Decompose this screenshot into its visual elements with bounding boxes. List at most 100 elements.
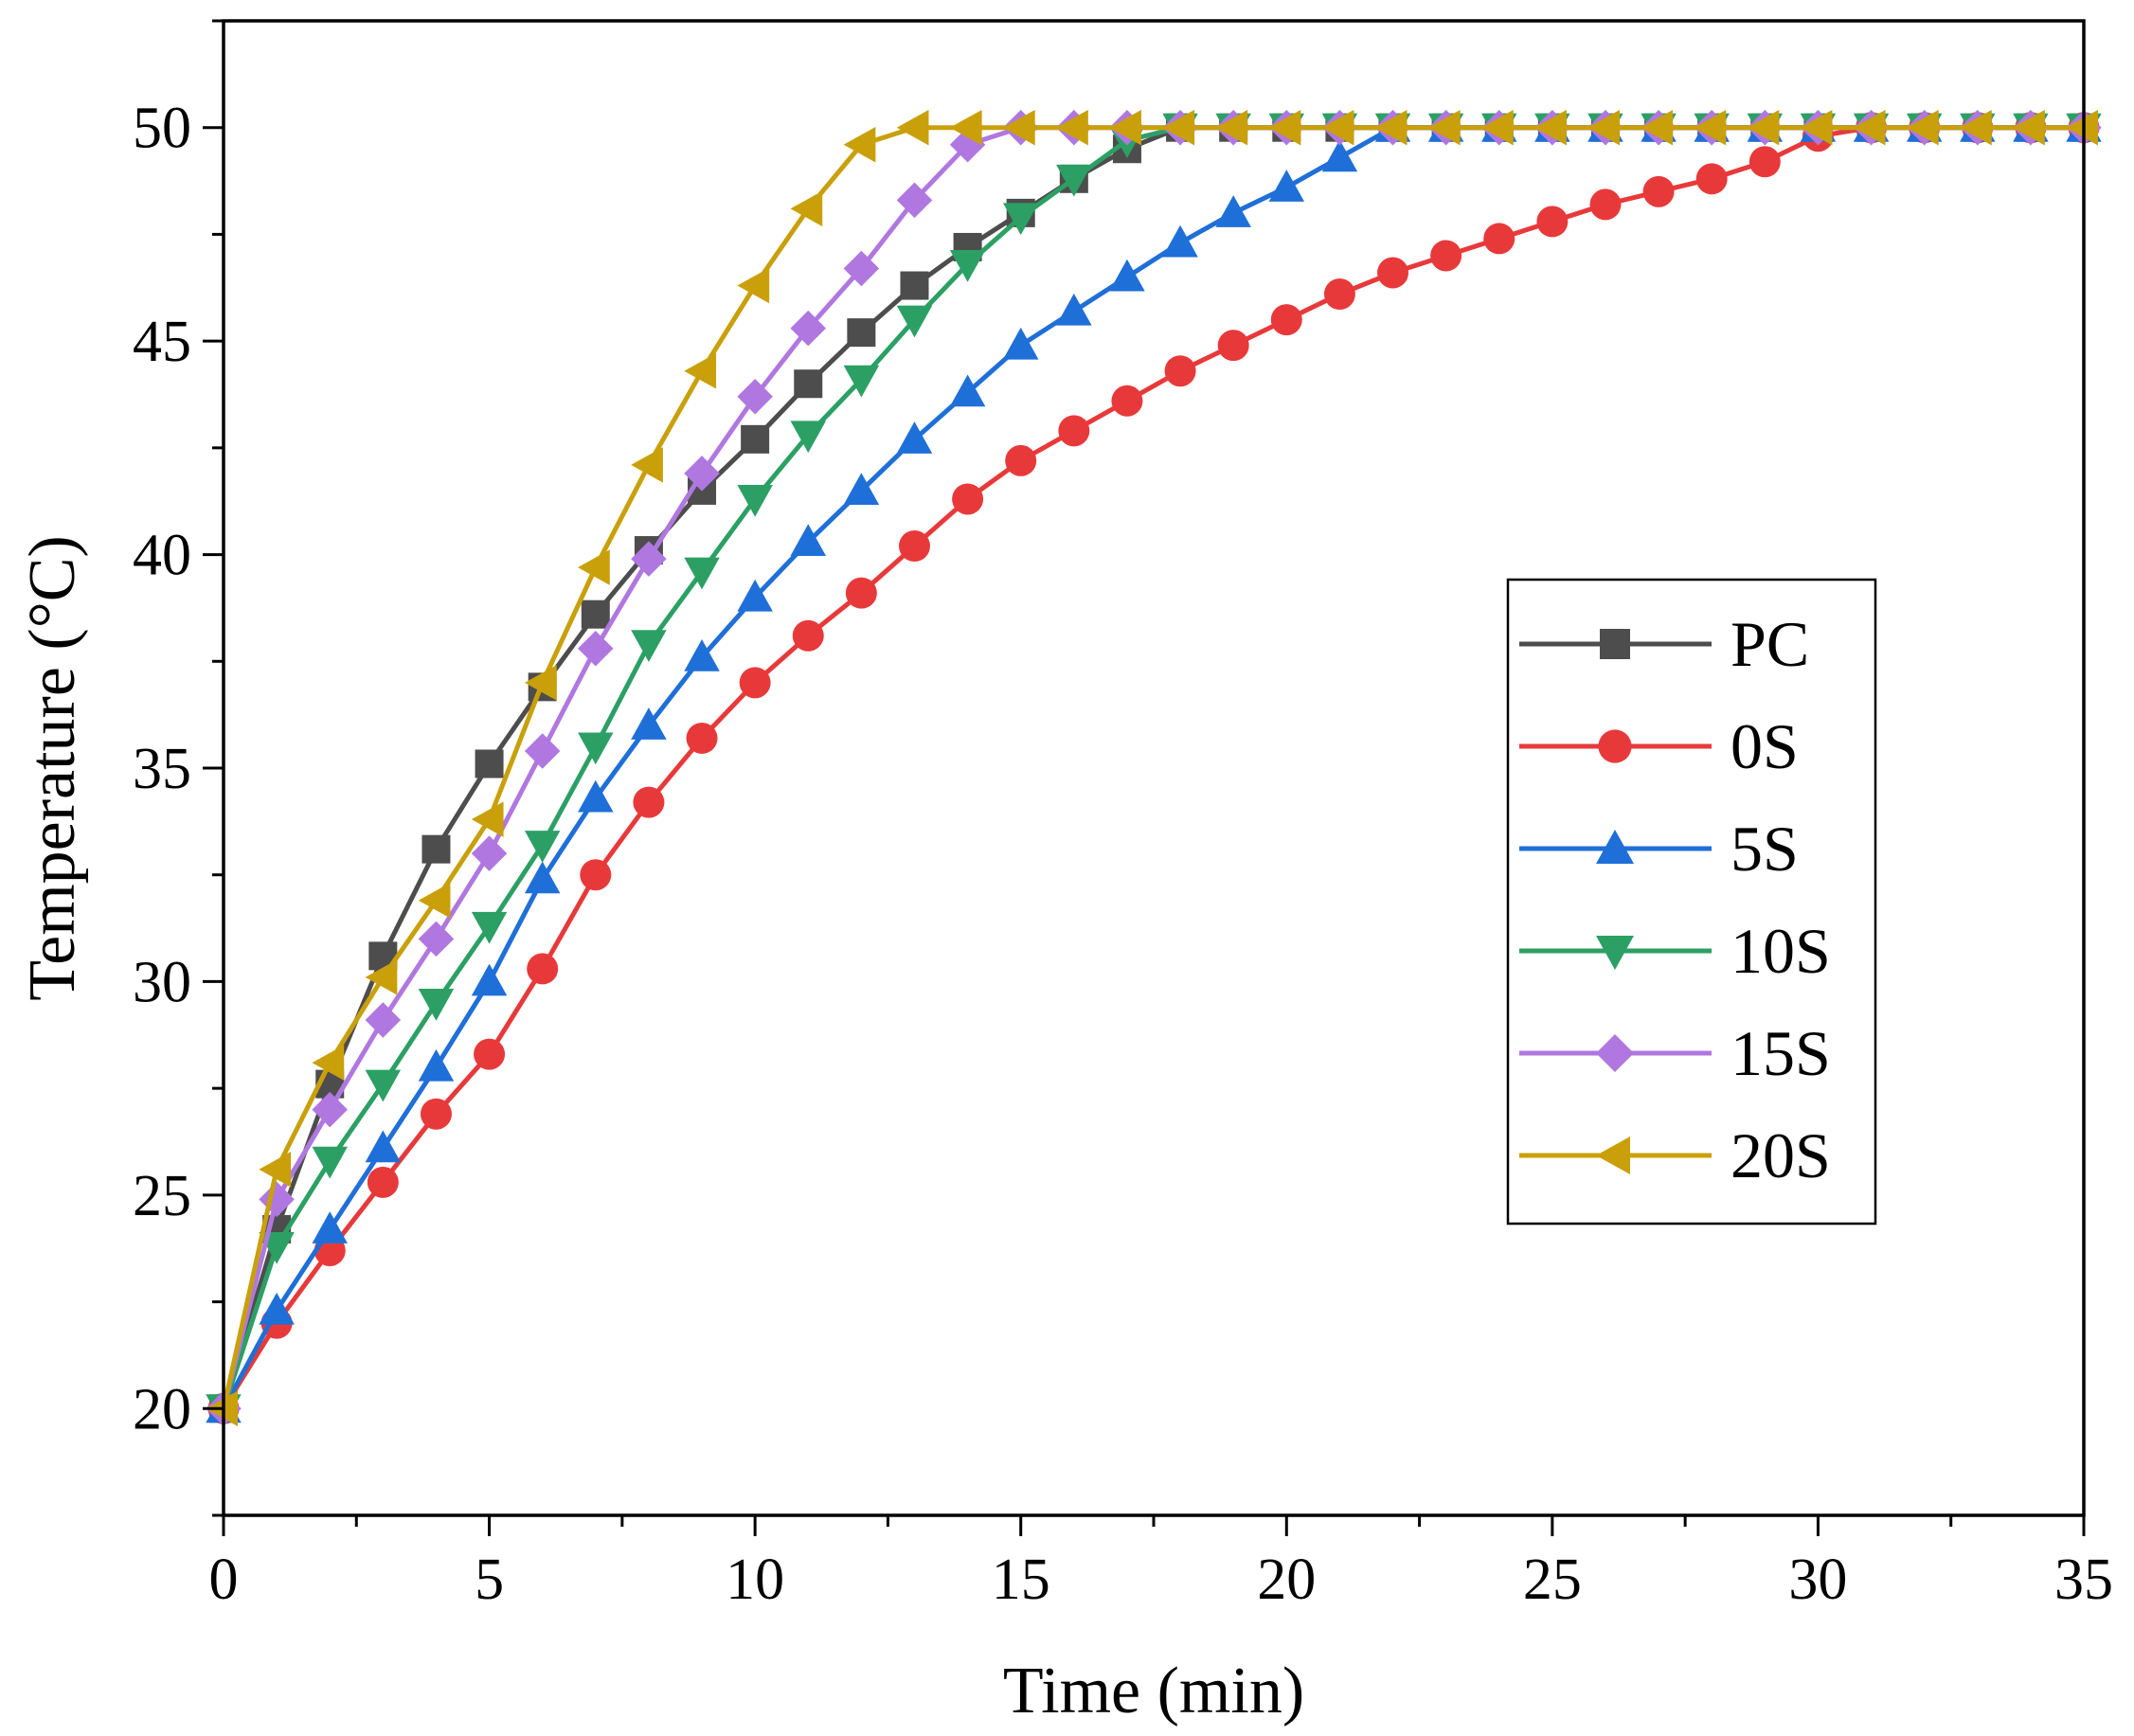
data-point-20S-6 [524, 665, 557, 701]
data-point-5S-18 [1162, 224, 1198, 258]
data-point-5S-15 [1002, 327, 1039, 360]
data-point-0S-27 [1642, 175, 1675, 207]
data-point-10S-14 [949, 249, 986, 282]
data-point-5S-21 [1321, 139, 1358, 172]
data-point-20S-1 [259, 1152, 292, 1188]
data-point-5S-8 [631, 707, 667, 740]
legend: PC 0S 5S 10S 15S 20S [1506, 578, 1877, 1226]
data-point-15S-11 [790, 310, 827, 347]
data-point-15S-1 [259, 1181, 295, 1218]
data-point-0S-24 [1483, 223, 1515, 255]
data-point-0S-28 [1695, 163, 1728, 195]
data-point-0S-26 [1589, 188, 1622, 221]
data-point-0S-14 [952, 483, 984, 515]
data-point-20S-25 [1534, 109, 1567, 146]
data-point-20S-17 [1109, 109, 1141, 146]
data-point-PC-12 [847, 318, 876, 348]
data-point-0S-25 [1536, 206, 1569, 238]
data-point-15S-5 [471, 835, 508, 871]
data-point-5S-7 [578, 779, 614, 813]
data-point-PC-11 [794, 369, 823, 399]
data-point-0S-12 [845, 577, 877, 609]
data-point-20S-10 [737, 267, 770, 304]
data-point-20S-27 [1641, 109, 1674, 146]
x-axis-title: Time (min) [1003, 1655, 1304, 1727]
data-point-10S-6 [524, 831, 561, 863]
data-point-0S-7 [580, 859, 612, 891]
x-tick-label: 25 [1523, 1548, 1582, 1612]
legend-entry-15S: 15S [1519, 1017, 1831, 1089]
x-tick-label: 15 [992, 1548, 1050, 1612]
legend-label-20S: 20S [1731, 1119, 1831, 1191]
data-point-15S-13 [896, 182, 933, 219]
legend-entry-10S: 10S [1519, 915, 1831, 987]
legend-label-15S: 15S [1731, 1017, 1831, 1089]
y-tick-label: 25 [133, 1164, 191, 1228]
y-tick-label: 20 [133, 1377, 191, 1441]
data-point-20S-33 [1960, 109, 1992, 146]
data-point-0S-20 [1270, 304, 1302, 336]
data-point-0S-3 [367, 1166, 399, 1198]
legend-marker-PC [1600, 629, 1630, 659]
legend-marker-20S [1596, 1136, 1630, 1174]
data-point-20S-15 [1002, 109, 1035, 146]
legend-marker-15S [1596, 1034, 1634, 1072]
data-point-5S-11 [790, 524, 827, 557]
data-point-20S-26 [1587, 109, 1620, 146]
data-point-20S-13 [896, 109, 929, 146]
series-layer [206, 109, 2102, 1427]
data-point-PC-4 [421, 834, 451, 864]
data-point-0S-18 [1164, 355, 1196, 387]
data-point-20S-34 [2013, 109, 2045, 146]
legend-marker-0S [1598, 729, 1632, 763]
axes-layer: 0 5 10 15 20 25 30 35 20 25 30 35 40 45 50 Time (min) Te… [16, 19, 2113, 1727]
y-tick-label: 50 [133, 97, 191, 161]
data-point-15S-8 [631, 541, 667, 577]
data-point-20S-31 [1853, 109, 1886, 146]
data-point-5S-6 [524, 861, 561, 894]
data-point-10S-2 [312, 1146, 348, 1179]
data-point-20S-32 [1906, 109, 1939, 146]
data-point-10S-8 [631, 630, 667, 663]
data-point-20S-2 [312, 1045, 345, 1081]
legend-label-10S: 10S [1731, 915, 1831, 987]
data-point-20S-16 [1056, 109, 1088, 146]
data-point-0S-13 [898, 530, 930, 563]
data-point-20S-29 [1747, 109, 1780, 146]
data-point-0S-5 [474, 1038, 506, 1070]
data-point-5S-19 [1215, 195, 1251, 227]
data-point-PC-5 [475, 749, 504, 779]
data-point-5S-3 [365, 1130, 402, 1163]
legend-marker-10S [1596, 936, 1634, 970]
data-point-0S-17 [1111, 385, 1143, 417]
data-point-10S-9 [684, 557, 720, 590]
data-point-0S-21 [1323, 278, 1355, 311]
data-point-10S-7 [578, 732, 614, 765]
data-point-15S-2 [312, 1091, 348, 1128]
data-point-0S-16 [1058, 415, 1090, 447]
data-point-15S-4 [418, 921, 455, 957]
data-point-5S-4 [418, 1048, 455, 1082]
data-point-5S-17 [1109, 259, 1145, 292]
y-tick-label: 30 [133, 950, 191, 1014]
data-point-20S-9 [684, 352, 717, 389]
data-point-10S-5 [471, 911, 508, 944]
data-point-20S-30 [1800, 109, 1833, 146]
data-point-15S-10 [737, 379, 773, 415]
data-point-10S-15 [1002, 203, 1039, 236]
data-point-20S-22 [1374, 109, 1408, 146]
data-point-20S-21 [1321, 109, 1354, 146]
data-point-20S-20 [1268, 109, 1301, 146]
legend-entry-PC: PC [1519, 608, 1809, 680]
data-point-0S-19 [1217, 330, 1249, 362]
data-point-20S-7 [578, 549, 610, 585]
data-point-20S-11 [790, 190, 823, 227]
data-point-10S-16 [1056, 164, 1092, 197]
data-point-15S-7 [578, 631, 614, 667]
data-point-5S-10 [737, 579, 773, 612]
legend-label-0S: 0S [1731, 710, 1799, 782]
data-point-20S-3 [365, 959, 398, 995]
legend-label-5S: 5S [1731, 813, 1799, 885]
data-point-10S-11 [790, 421, 827, 454]
